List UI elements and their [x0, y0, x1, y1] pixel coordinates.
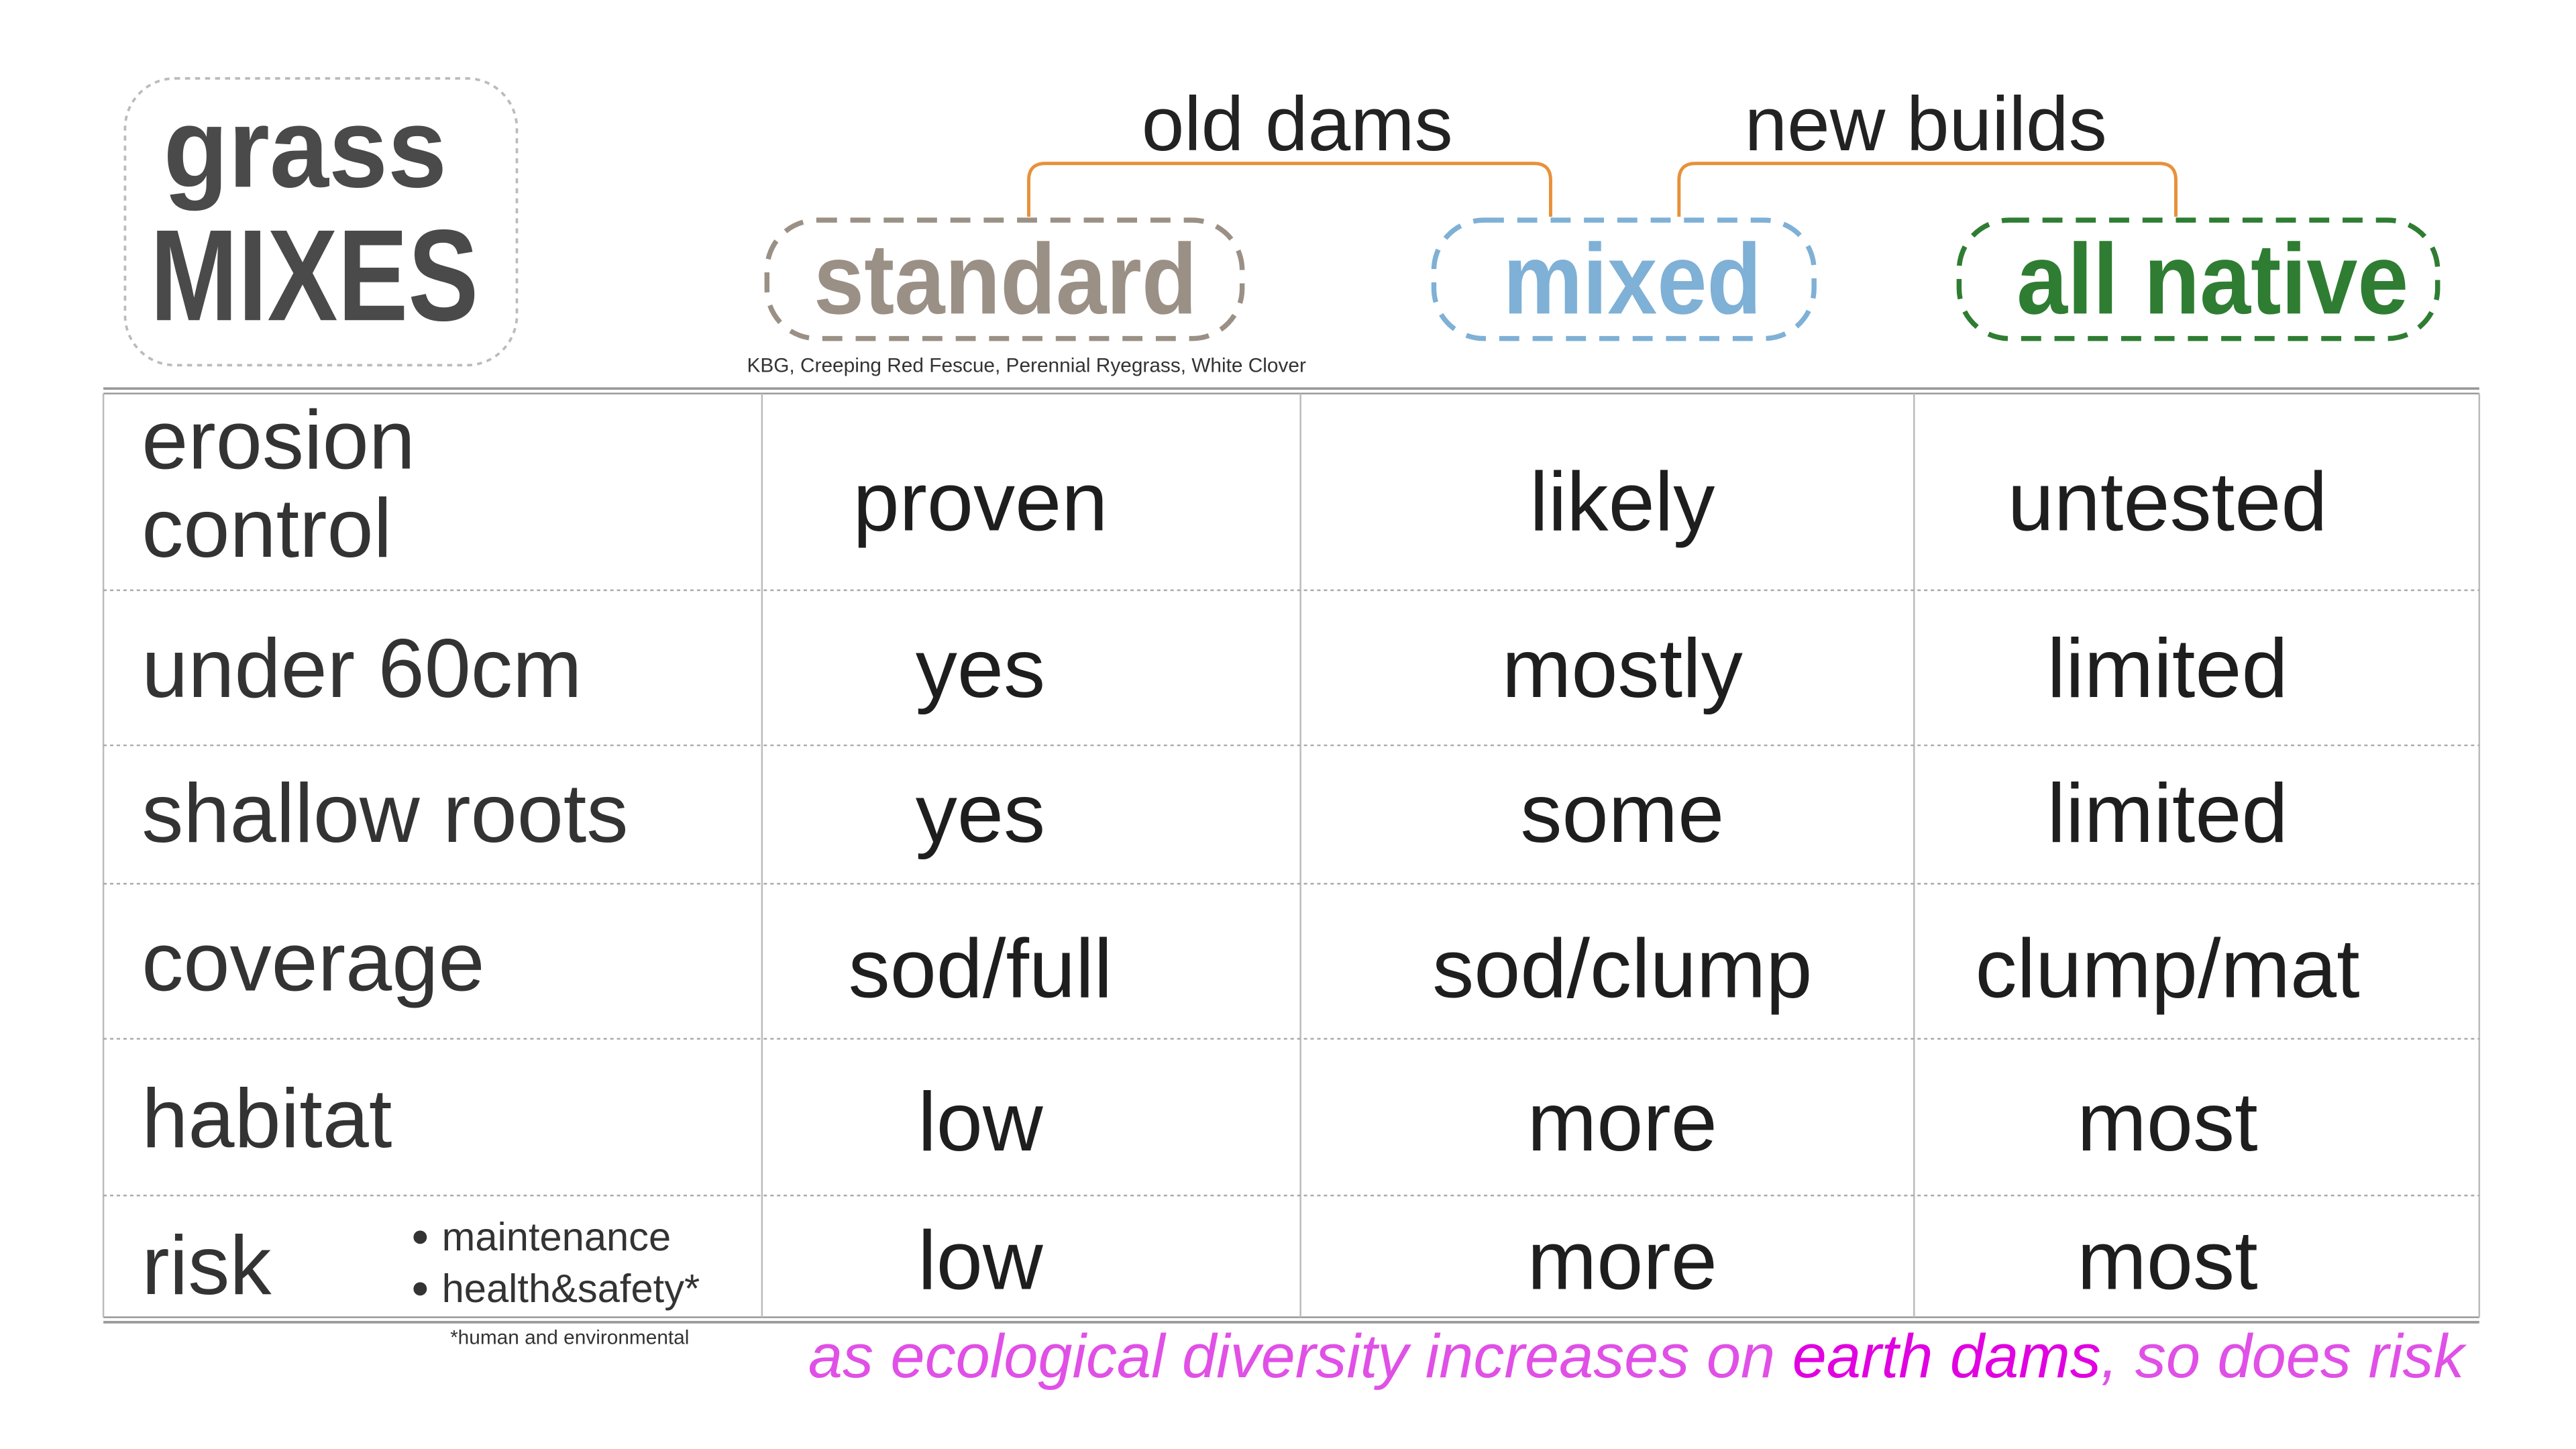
- caption: as ecological diversity increases on ear…: [808, 1322, 2467, 1391]
- row-label: shallow roots: [142, 767, 628, 860]
- column-header: all native: [2017, 223, 2408, 335]
- row-label: risk: [142, 1220, 272, 1312]
- cell: most: [2077, 1214, 2257, 1307]
- cell: more: [1527, 1076, 1717, 1169]
- column-badge: [1956, 217, 2440, 341]
- bracket: [1677, 162, 2178, 217]
- title-line2: MIXES: [150, 203, 479, 348]
- cell: limited: [2047, 767, 2288, 860]
- cell: sod/clump: [1432, 922, 1812, 1015]
- cell: sod/full: [849, 922, 1113, 1015]
- cell: low: [918, 1076, 1044, 1169]
- cell: proven: [853, 455, 1108, 548]
- row-label: erosion: [142, 394, 415, 486]
- cell: limited: [2047, 623, 2288, 715]
- caption-highlight: earth dams: [1792, 1322, 2101, 1391]
- cell: most: [2077, 1076, 2257, 1169]
- row-label: coverage: [142, 916, 484, 1008]
- bullet: [413, 1230, 427, 1244]
- cell: yes: [916, 767, 1045, 860]
- group-label: old dams: [1142, 82, 1453, 167]
- row-label: habitat: [142, 1073, 392, 1165]
- cell: yes: [916, 623, 1045, 715]
- risk-note: maintenance: [442, 1214, 672, 1259]
- bracket: [1027, 162, 1552, 217]
- cell: likely: [1529, 455, 1715, 548]
- title-line1: grass: [164, 84, 447, 211]
- bullet: [413, 1282, 427, 1296]
- group-label: new builds: [1745, 82, 2107, 167]
- cell: clump/mat: [1975, 922, 2359, 1015]
- table-grid: [102, 387, 2481, 1324]
- column-header: standard: [814, 223, 1197, 335]
- risk-note: health&safety*: [442, 1266, 700, 1311]
- column-badge: [1431, 217, 1817, 341]
- cell: low: [918, 1214, 1044, 1307]
- caption-part: , so does risk: [2101, 1322, 2467, 1391]
- column-badge: [764, 217, 1245, 341]
- cell: more: [1527, 1214, 1717, 1307]
- row-label: under 60cm: [142, 623, 582, 715]
- row-label: control: [142, 482, 392, 575]
- cell: untested: [2008, 455, 2328, 548]
- footnote: *human and environmental: [450, 1326, 689, 1348]
- caption-part: as ecological diversity increases on: [808, 1322, 1792, 1391]
- cell: mostly: [1502, 623, 1743, 715]
- column-note: KBG, Creeping Red Fescue, Perennial Ryeg…: [747, 354, 1306, 376]
- column-header: mixed: [1503, 223, 1762, 335]
- title-box: [123, 77, 519, 367]
- cell: some: [1520, 767, 1724, 860]
